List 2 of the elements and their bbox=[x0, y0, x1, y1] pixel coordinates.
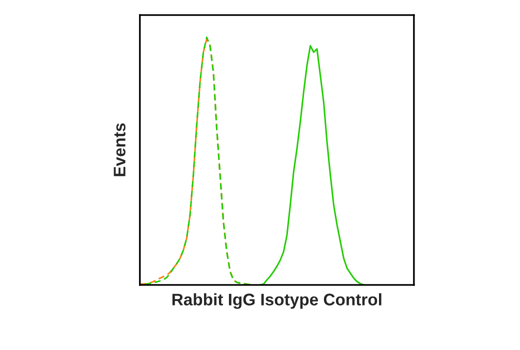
x-axis-title: Rabbit IgG Isotype Control bbox=[172, 293, 382, 309]
y-axis-title: Events bbox=[114, 123, 126, 176]
